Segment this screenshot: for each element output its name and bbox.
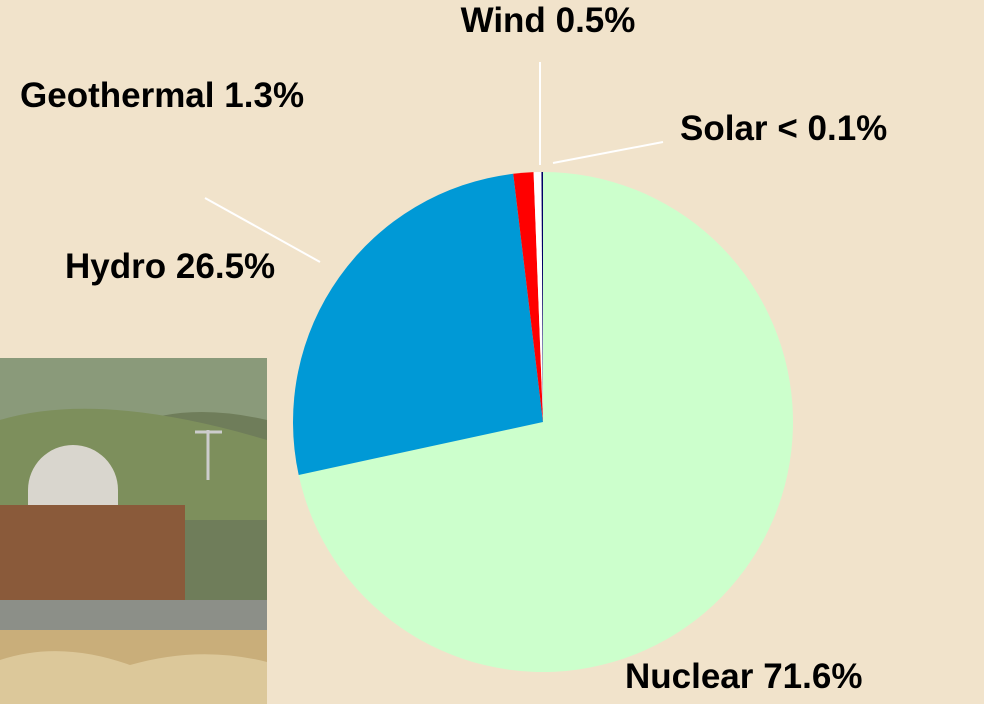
- category-label: Geothermal: [20, 76, 215, 115]
- slice-label: Wind 0.5%: [461, 1, 636, 40]
- category-label: Wind: [461, 1, 546, 40]
- leader-lines: [204, 62, 664, 263]
- category-label: Solar: [680, 109, 768, 148]
- slice-label: Hydro 26.5%: [65, 247, 275, 286]
- slice-label: Geothermal 1.3%: [20, 76, 304, 115]
- category-label: Hydro: [65, 247, 166, 286]
- pie-slice: [513, 172, 543, 422]
- pie-slice: [541, 172, 543, 422]
- photo: [0, 358, 267, 704]
- labels: Nuclear 71.6% Hydro 26.5% Geothermal 1.3% Wind…: [20, 1, 887, 696]
- pie: [293, 172, 794, 673]
- value-label: 0.5%: [556, 1, 636, 40]
- slice-label: Solar < 0.1%: [680, 109, 887, 148]
- value-label: 26.5%: [176, 247, 275, 286]
- value-label: 1.3%: [224, 76, 304, 115]
- pie-slice: [298, 172, 794, 673]
- pie-slice: [533, 172, 543, 422]
- value-label: < 0.1%: [777, 109, 887, 148]
- slice-label: Nuclear 71.6%: [625, 657, 862, 696]
- category-label: Nuclear: [625, 657, 754, 696]
- pie-slice: [293, 173, 543, 476]
- value-label: 71.6%: [763, 657, 862, 696]
